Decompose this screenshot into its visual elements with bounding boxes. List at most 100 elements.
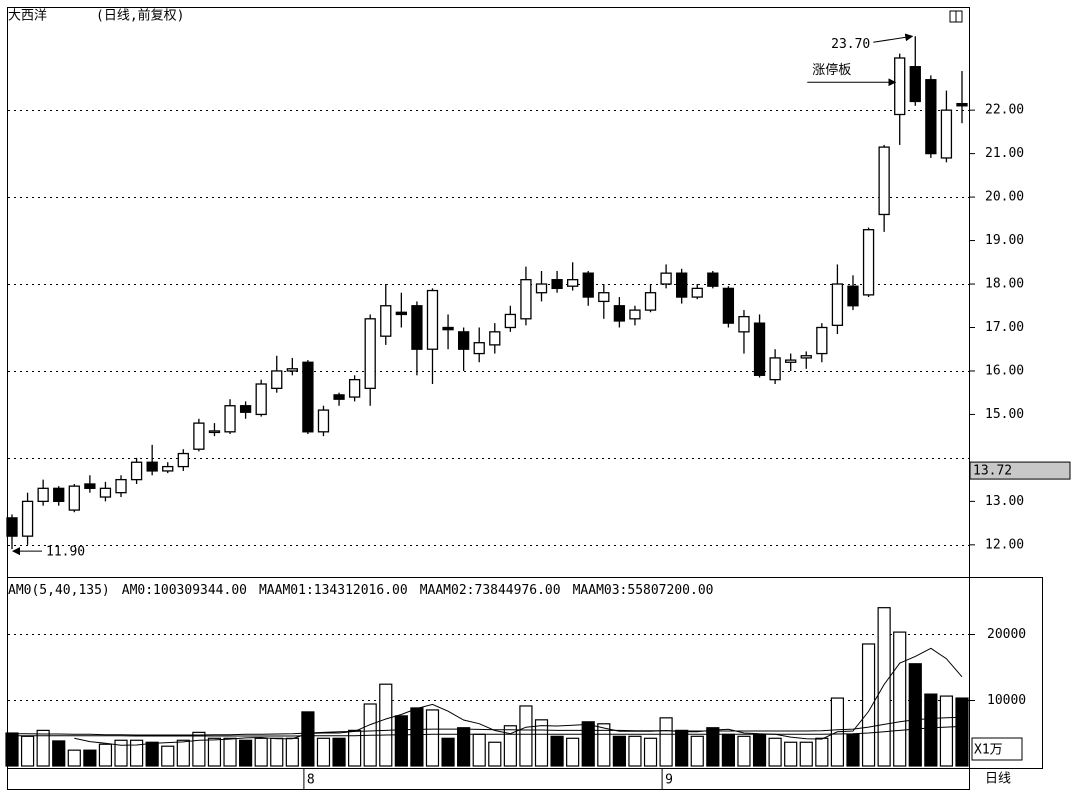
volume-bar: [659, 717, 673, 767]
volume-bar: [675, 729, 689, 767]
candle-body: [286, 368, 298, 372]
candle-body: [894, 57, 906, 116]
volume-bar: [503, 725, 517, 767]
volume-bar: [239, 739, 253, 767]
volume-bar: [270, 737, 284, 767]
candle-body: [816, 326, 828, 355]
candle-body: [831, 283, 844, 326]
volume-bar: [129, 739, 144, 767]
volume-header-item: MAAM03:55807200.00: [573, 583, 714, 598]
high-label: 23.70: [831, 37, 870, 52]
candle-body: [333, 394, 345, 400]
y-tick-label: 17.00: [985, 320, 1024, 335]
x-tick-label: 9: [665, 773, 673, 788]
candle-body: [629, 309, 641, 320]
period-label: 日线: [985, 772, 1011, 787]
candle-body: [676, 272, 688, 298]
volume-bar: [784, 741, 798, 767]
y-tick-label: 10000: [987, 693, 1026, 708]
candle-body: [68, 485, 80, 511]
volume-bar: [815, 737, 829, 767]
high-arrow: [873, 33, 914, 43]
candle-body: [489, 331, 501, 346]
volume-bar: [752, 733, 767, 767]
candle-body: [208, 430, 221, 434]
volume-bar: [52, 740, 66, 767]
volume-bar: [285, 737, 299, 767]
volume-bar: [98, 743, 113, 767]
volume-header-item: MAAM01:134312016.00: [259, 583, 408, 598]
volume-bar: [628, 735, 642, 767]
volume-bar: [145, 741, 159, 767]
candle-body: [925, 79, 937, 155]
volume-bar: [301, 711, 315, 767]
low-label: 11.90: [46, 545, 85, 560]
volume-bar: [379, 683, 393, 767]
volume-bar: [207, 737, 222, 767]
candle-body: [722, 287, 735, 324]
volume-bar: [955, 697, 969, 767]
candle-body: [504, 313, 517, 329]
ma-line: [12, 725, 963, 737]
ma-line: [12, 716, 963, 736]
volume-bar: [566, 737, 580, 767]
candle-body: [520, 279, 532, 320]
volume-bar: [519, 705, 533, 767]
candle-body: [707, 272, 719, 287]
ma-line: [74, 647, 963, 746]
volume-bar: [410, 707, 424, 767]
volume-bar: [457, 727, 471, 767]
volume-bar: [472, 733, 486, 767]
candle-body: [411, 305, 423, 350]
candle-body: [115, 478, 127, 494]
candle-body: [940, 109, 953, 159]
candle-body: [177, 452, 189, 468]
volume-bar: [332, 737, 346, 767]
candle-body: [660, 272, 672, 285]
candle-body: [53, 487, 65, 503]
unit-label: X1万: [974, 743, 1003, 758]
candle-body: [909, 66, 921, 103]
volume-bar: [908, 663, 922, 767]
candle-body: [193, 422, 205, 450]
candle-body: [380, 305, 392, 337]
volume-bar: [690, 735, 704, 767]
volume-bar: [254, 737, 268, 767]
candle-body: [37, 487, 49, 503]
candle-body: [162, 465, 174, 472]
candle-body: [21, 500, 34, 537]
volume-bar: [939, 695, 954, 767]
volume-bar: [643, 737, 658, 767]
volume-bar: [223, 737, 237, 767]
candle-body: [753, 322, 766, 376]
candle-body: [457, 331, 470, 350]
volume-bar: [5, 732, 19, 767]
y-tick-label: 20.00: [985, 190, 1024, 205]
y-tick-label: 18.00: [985, 277, 1024, 292]
volume-bar: [706, 727, 720, 767]
y-tick-label: 21.00: [985, 146, 1024, 161]
candle-body: [535, 283, 548, 294]
date-strip: [7, 768, 970, 790]
x-tick-label: 8: [307, 773, 315, 788]
volume-bar: [394, 715, 408, 767]
volume-bar: [83, 749, 97, 767]
volume-bar: [316, 737, 331, 767]
candle-body: [862, 229, 875, 296]
volume-bar: [721, 733, 735, 767]
candle-body: [442, 326, 454, 331]
candle-body: [738, 315, 750, 333]
candle-body: [239, 405, 252, 413]
volume-bar: [893, 631, 907, 767]
y-tick-label: 12.00: [985, 537, 1024, 552]
volume-bar: [768, 737, 782, 767]
volume-bar: [161, 745, 175, 767]
volume-bar: [877, 607, 891, 767]
candle-body: [255, 383, 267, 416]
y-tick-label: 19.00: [985, 233, 1024, 248]
candle-body: [146, 461, 158, 472]
candle-body: [302, 361, 314, 433]
candle-body: [800, 355, 812, 359]
annotation: 涨停板: [812, 62, 851, 78]
volume-bar: [737, 735, 751, 767]
